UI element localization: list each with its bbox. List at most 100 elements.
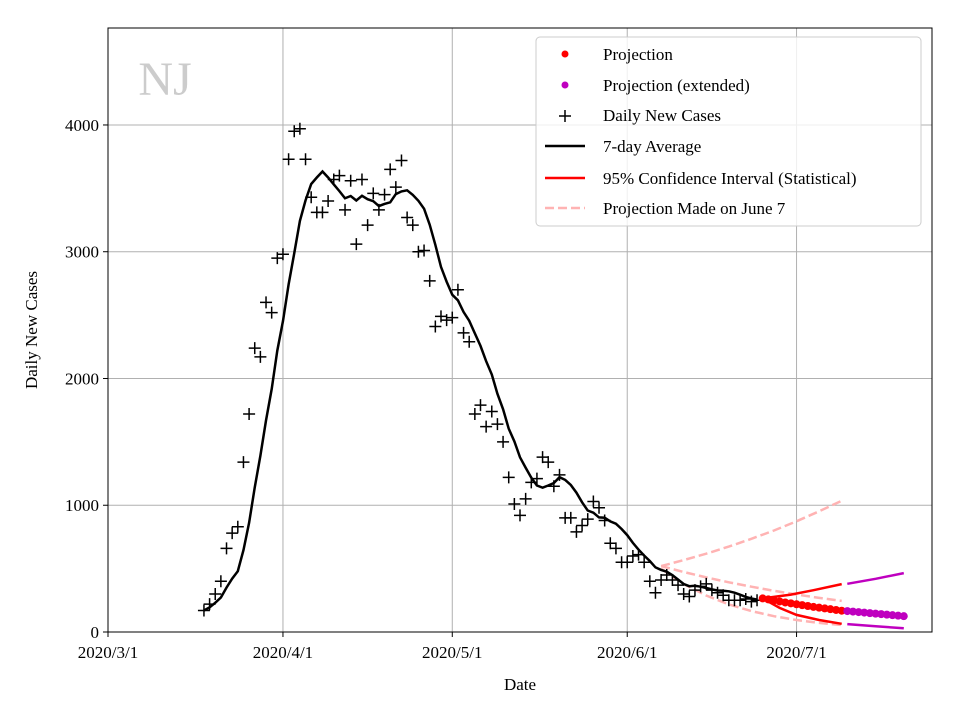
y-tick-label: 4000 — [65, 116, 99, 135]
y-tick-label: 0 — [91, 623, 100, 642]
x-tick-label: 2020/3/1 — [78, 643, 138, 662]
legend-label-june7: Projection Made on June 7 — [603, 199, 786, 218]
daily-case-marker — [344, 174, 357, 187]
daily-case-marker — [711, 586, 724, 599]
daily-case-marker — [604, 537, 617, 550]
legend-label-extended: Projection (extended) — [603, 76, 750, 95]
daily-case-marker — [333, 169, 346, 182]
daily-case-marker — [655, 574, 668, 587]
daily-case-marker — [457, 326, 470, 339]
daily-case-marker — [282, 153, 295, 166]
axis-ticks: 2020/3/1 2020/4/1 2020/5/1 2020/6/1 2020/7/1… — [65, 116, 827, 662]
daily-case-marker — [508, 497, 521, 510]
daily-case-marker — [609, 542, 622, 555]
daily-case-marker — [293, 122, 306, 135]
daily-case-marker — [384, 163, 397, 176]
daily-case-marker — [248, 342, 261, 355]
daily-case-marker — [406, 219, 419, 232]
x-tick-label: 2020/5/1 — [422, 643, 482, 662]
ci-upper-extended-line — [847, 571, 905, 586]
y-tick-label: 1000 — [65, 496, 99, 515]
daily-case-marker — [209, 587, 222, 600]
daily-case-marker — [576, 519, 589, 532]
daily-case-marker — [468, 407, 481, 420]
daily-case-marker — [638, 556, 651, 569]
daily-case-marker — [626, 549, 639, 562]
daily-case-marker — [316, 206, 329, 219]
daily-case-marker — [497, 435, 510, 448]
legend: Projection Projection (extended) Daily N… — [535, 36, 922, 227]
daily-case-marker — [231, 520, 244, 533]
daily-case-marker — [220, 542, 233, 555]
daily-case-marker — [395, 154, 408, 167]
daily-case-marker — [485, 405, 498, 418]
legend-marker-projection — [561, 50, 569, 58]
daily-case-marker — [389, 181, 402, 194]
daily-case-marker — [542, 456, 555, 469]
daily-case-marker — [378, 188, 391, 201]
daily-case-marker — [514, 509, 526, 522]
daily-case-marker — [237, 456, 250, 469]
plot-marks — [197, 122, 908, 630]
daily-case-marker — [474, 399, 487, 412]
daily-case-marker — [214, 575, 227, 588]
daily-case-marker — [260, 296, 273, 309]
legend-label-daily: Daily New Cases — [603, 106, 721, 125]
daily-case-marker — [322, 195, 335, 208]
daily-case-marker — [288, 125, 301, 138]
legend-label-average: 7-day Average — [603, 137, 701, 156]
daily-case-marker — [570, 525, 583, 538]
daily-case-marker — [581, 513, 594, 526]
legend-marker-daily — [559, 110, 571, 122]
legend-marker-extended — [561, 81, 569, 89]
daily-case-marker — [734, 594, 747, 607]
daily-case-marker — [412, 245, 425, 258]
daily-case-marker — [355, 173, 368, 186]
chart-title-watermark: NJ — [138, 53, 191, 106]
daily-case-marker — [446, 311, 459, 324]
ci-upper-line — [762, 582, 842, 600]
daily-case-marker — [593, 501, 606, 514]
daily-case-marker — [643, 575, 656, 588]
daily-case-marker — [519, 492, 532, 505]
daily-case-marker — [587, 495, 600, 508]
daily-case-marker — [502, 471, 515, 484]
daily-case-marker — [367, 187, 380, 200]
x-tick-label: 2020/7/1 — [766, 643, 826, 662]
june7-lower-line — [660, 567, 842, 627]
daily-case-marker — [491, 418, 504, 431]
legend-label-projection: Projection — [603, 45, 673, 64]
x-axis-label: Date — [504, 675, 536, 694]
projection-extended-point — [899, 612, 908, 621]
daily-case-marker — [564, 511, 577, 524]
daily-case-marker — [226, 527, 239, 540]
daily-case-marker — [649, 586, 662, 599]
june7-upper-line — [660, 499, 843, 568]
daily-case-marker — [299, 153, 312, 166]
daily-case-marker — [683, 590, 696, 603]
daily-case-marker — [254, 350, 267, 363]
daily-case-marker — [463, 335, 476, 348]
daily-case-marker — [350, 238, 363, 251]
daily-case-marker — [480, 420, 493, 433]
ci-lower-line — [762, 597, 842, 626]
seven-day-average-line — [203, 169, 758, 612]
daily-case-marker — [276, 248, 289, 261]
daily-case-marker — [418, 244, 431, 257]
daily-case-marker — [440, 314, 453, 327]
daily-case-marker — [339, 203, 352, 216]
y-axis-label: Daily New Cases — [22, 271, 41, 389]
y-tick-label: 2000 — [65, 369, 99, 388]
daily-case-marker — [429, 320, 442, 333]
daily-case-marker — [265, 306, 278, 319]
ci-lower-extended-line — [847, 622, 904, 630]
x-tick-label: 2020/4/1 — [253, 643, 313, 662]
daily-case-marker — [621, 556, 634, 569]
plot-frame — [107, 27, 933, 633]
daily-case-marker — [361, 219, 374, 232]
daily-case-marker — [423, 274, 436, 287]
y-tick-label: 3000 — [65, 243, 99, 262]
daily-case-marker — [536, 451, 549, 464]
x-tick-label: 2020/6/1 — [597, 643, 657, 662]
